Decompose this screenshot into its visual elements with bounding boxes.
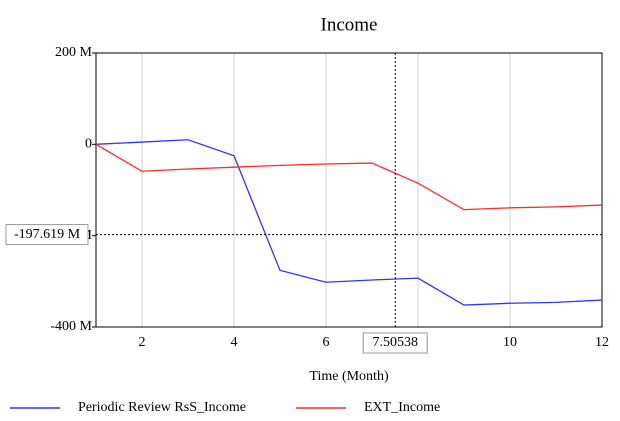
x-tick-label: 2: [139, 335, 146, 350]
y-tick-label: -400 M: [50, 319, 92, 334]
x-tick-label: 10: [503, 335, 517, 350]
series-line: [95, 139, 603, 306]
crosshair-x-label: 7.50538: [372, 335, 418, 350]
x-axis-label: Time (Month): [309, 369, 389, 384]
plot-frame: [95, 52, 603, 328]
y-tick-label: 0: [85, 137, 92, 152]
x-tick-label: 12: [595, 335, 609, 350]
x-tick-label: 4: [231, 335, 238, 350]
series-line: [95, 143, 603, 211]
crosshair-y-box: [5, 224, 89, 246]
x-tick-label: 6: [323, 335, 330, 350]
legend-label: Periodic Review RsS_Income: [78, 400, 246, 415]
crosshair-x-box: [362, 332, 428, 354]
chart-title: Income: [321, 14, 378, 35]
y-tick-label: 200 M: [55, 45, 93, 60]
legend-label: EXT_Income: [364, 400, 440, 415]
crosshair-y-label: -197.619 M: [14, 227, 81, 242]
